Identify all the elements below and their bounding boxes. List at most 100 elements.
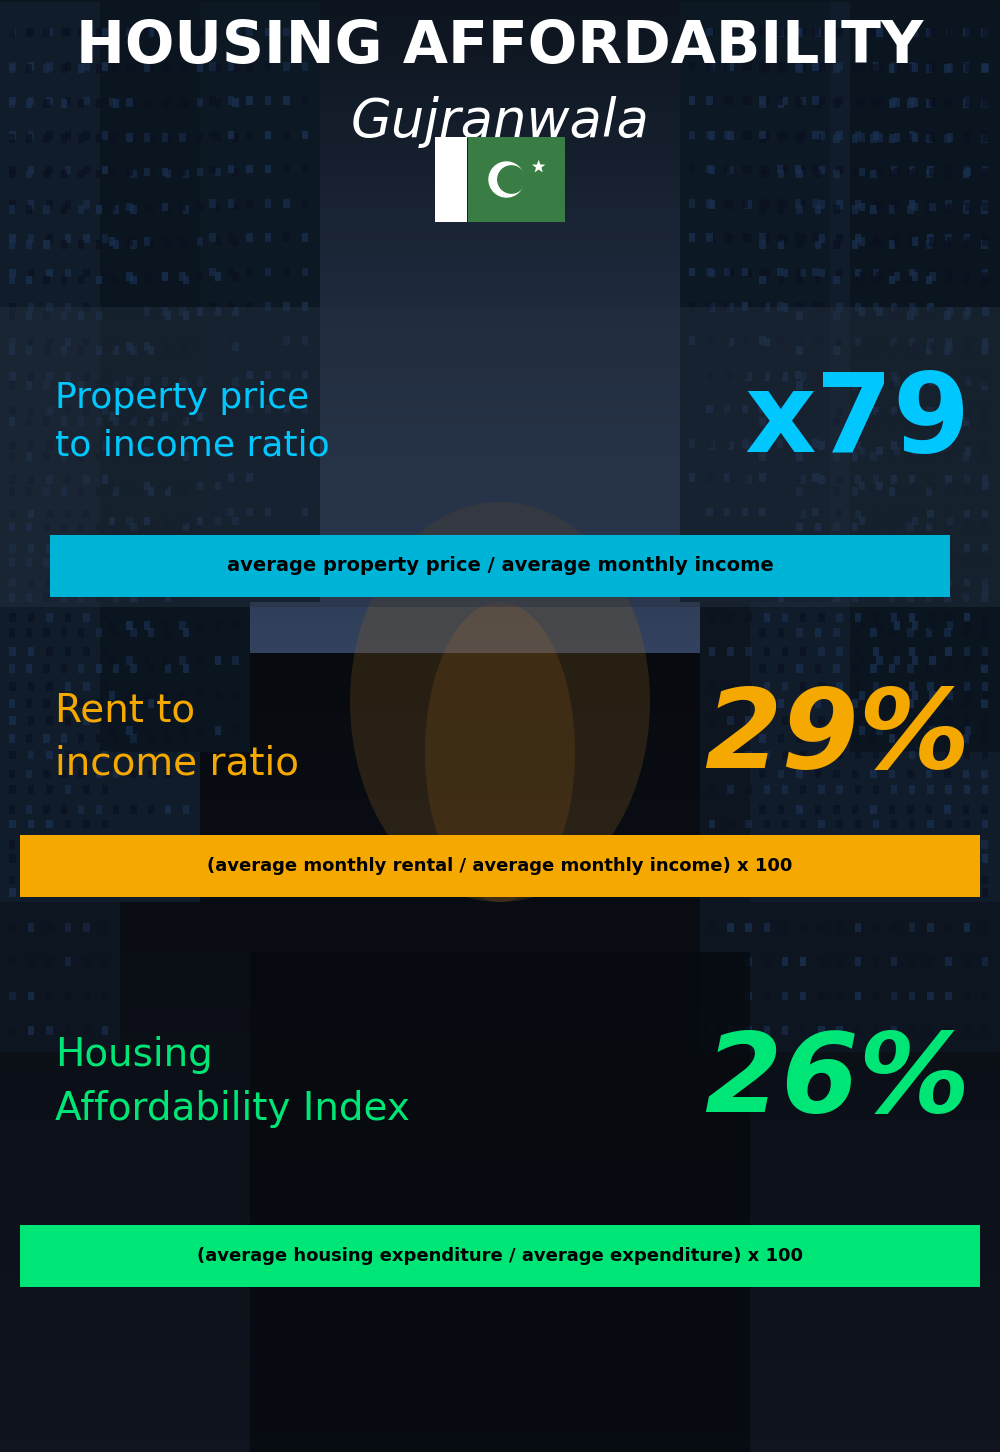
- Bar: [302, 439, 308, 447]
- Bar: [709, 131, 715, 139]
- Bar: [302, 267, 308, 276]
- Bar: [9, 97, 16, 106]
- Bar: [850, 1, 1000, 752]
- Bar: [162, 273, 168, 282]
- Bar: [859, 132, 865, 141]
- Bar: [859, 656, 865, 665]
- Bar: [9, 28, 16, 36]
- Bar: [179, 691, 186, 700]
- Bar: [796, 876, 803, 884]
- Bar: [228, 302, 234, 311]
- Bar: [148, 629, 154, 637]
- Bar: [912, 726, 918, 735]
- Bar: [46, 992, 53, 1000]
- Bar: [836, 510, 843, 518]
- Bar: [855, 475, 861, 484]
- Bar: [782, 166, 788, 174]
- Bar: [894, 552, 900, 560]
- Bar: [727, 1027, 734, 1035]
- Text: 26%: 26%: [704, 1028, 970, 1135]
- Bar: [232, 62, 239, 71]
- Bar: [183, 452, 189, 460]
- Bar: [759, 28, 766, 36]
- Bar: [83, 407, 90, 415]
- Bar: [855, 751, 861, 759]
- Bar: [759, 508, 766, 517]
- Bar: [965, 238, 971, 247]
- Bar: [800, 269, 806, 277]
- Bar: [197, 343, 203, 351]
- Bar: [800, 372, 806, 380]
- Bar: [745, 338, 752, 346]
- Bar: [964, 544, 970, 553]
- Bar: [96, 488, 102, 497]
- Bar: [130, 664, 137, 672]
- Bar: [907, 629, 914, 637]
- Bar: [926, 170, 932, 179]
- Bar: [179, 587, 186, 595]
- Bar: [215, 308, 221, 317]
- Bar: [891, 166, 897, 174]
- Bar: [891, 682, 897, 691]
- Bar: [83, 992, 90, 1000]
- Bar: [83, 62, 90, 71]
- Bar: [468, 136, 565, 222]
- Bar: [246, 439, 253, 447]
- Bar: [782, 751, 788, 759]
- Bar: [183, 99, 189, 107]
- Bar: [944, 382, 951, 391]
- Bar: [109, 656, 115, 665]
- Bar: [215, 238, 221, 247]
- Bar: [965, 552, 971, 560]
- Bar: [981, 876, 988, 884]
- Bar: [46, 923, 53, 932]
- Bar: [727, 923, 734, 932]
- Bar: [852, 523, 858, 531]
- Bar: [78, 64, 84, 73]
- Bar: [926, 64, 932, 73]
- Bar: [709, 648, 715, 656]
- Bar: [777, 439, 783, 447]
- Bar: [855, 648, 861, 656]
- Bar: [800, 854, 806, 862]
- Bar: [727, 441, 734, 450]
- Bar: [78, 629, 84, 637]
- Bar: [215, 621, 221, 630]
- Bar: [982, 923, 988, 932]
- Bar: [724, 302, 730, 311]
- Bar: [927, 166, 934, 174]
- Bar: [815, 664, 821, 672]
- Bar: [894, 273, 900, 282]
- Bar: [836, 544, 843, 553]
- Bar: [742, 439, 748, 447]
- Bar: [907, 382, 914, 391]
- Bar: [9, 682, 16, 691]
- Bar: [965, 62, 971, 71]
- Bar: [283, 28, 290, 36]
- Bar: [947, 412, 953, 421]
- Bar: [130, 240, 137, 250]
- Bar: [764, 62, 770, 71]
- Bar: [759, 405, 766, 414]
- Bar: [852, 735, 858, 743]
- Bar: [706, 234, 713, 242]
- Bar: [113, 135, 119, 144]
- Bar: [78, 594, 84, 603]
- Bar: [43, 311, 50, 319]
- Bar: [926, 770, 932, 778]
- Bar: [981, 276, 988, 285]
- Bar: [800, 338, 806, 346]
- Bar: [209, 542, 216, 550]
- Bar: [148, 770, 154, 778]
- Bar: [909, 303, 915, 312]
- Bar: [759, 29, 766, 38]
- Bar: [165, 770, 171, 778]
- Bar: [46, 510, 53, 518]
- Bar: [795, 166, 801, 173]
- Bar: [812, 199, 819, 208]
- Bar: [833, 523, 840, 531]
- Bar: [148, 64, 154, 73]
- Bar: [709, 28, 715, 36]
- Bar: [894, 587, 900, 595]
- Bar: [982, 203, 989, 212]
